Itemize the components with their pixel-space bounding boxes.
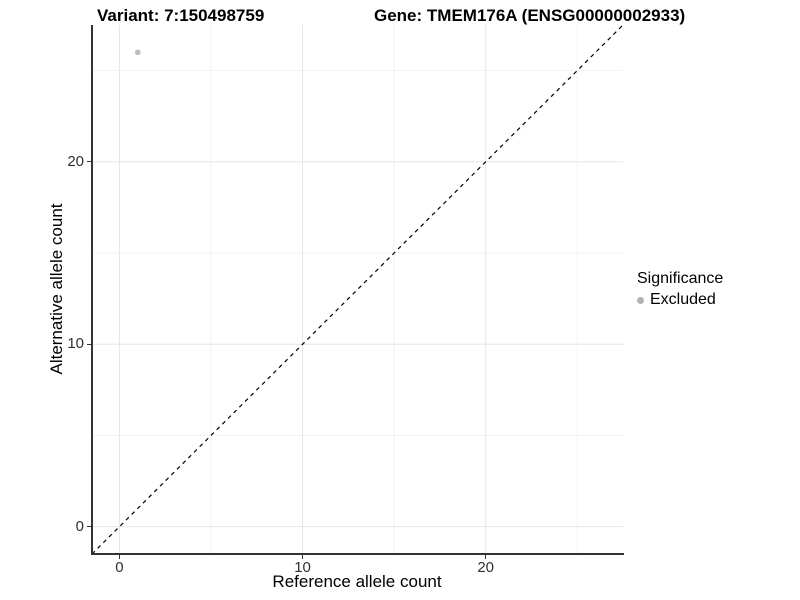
legend-point-icon <box>637 296 644 304</box>
x-axis-label: Reference allele count <box>272 572 442 591</box>
y-tick-label: 20 <box>67 152 84 170</box>
legend-title: Significance <box>637 270 724 287</box>
legend-item-label: Excluded <box>650 291 716 308</box>
y-axis-line <box>90 25 93 555</box>
y-tick-mark <box>87 161 91 163</box>
data-point <box>134 49 141 56</box>
x-tick-mark <box>302 555 304 559</box>
y-tick-mark <box>87 343 91 345</box>
y-tick-mark <box>87 526 91 528</box>
x-tick-label: 0 <box>115 559 124 576</box>
plot-canvas <box>92 25 623 554</box>
y-tick-label: 10 <box>67 335 84 353</box>
plot-title-gene: Gene: TMEM176A (ENSG00000002933) <box>374 6 686 25</box>
y-tick-label: 0 <box>75 517 84 535</box>
x-axis-line <box>90 553 624 555</box>
plot-title-variant: Variant: 7:150498759 <box>97 6 265 25</box>
x-tick-label: 20 <box>477 559 495 576</box>
identity-reference-line <box>92 25 623 554</box>
x-tick-mark <box>485 555 487 559</box>
legend-item-excluded: Excluded <box>637 291 723 309</box>
x-tick-label: 10 <box>294 559 311 576</box>
y-axis-label: Alternative allele count <box>47 203 66 375</box>
x-tick-mark <box>118 555 120 559</box>
plot-panel <box>92 25 623 554</box>
legend: Significance Excluded <box>637 270 723 309</box>
